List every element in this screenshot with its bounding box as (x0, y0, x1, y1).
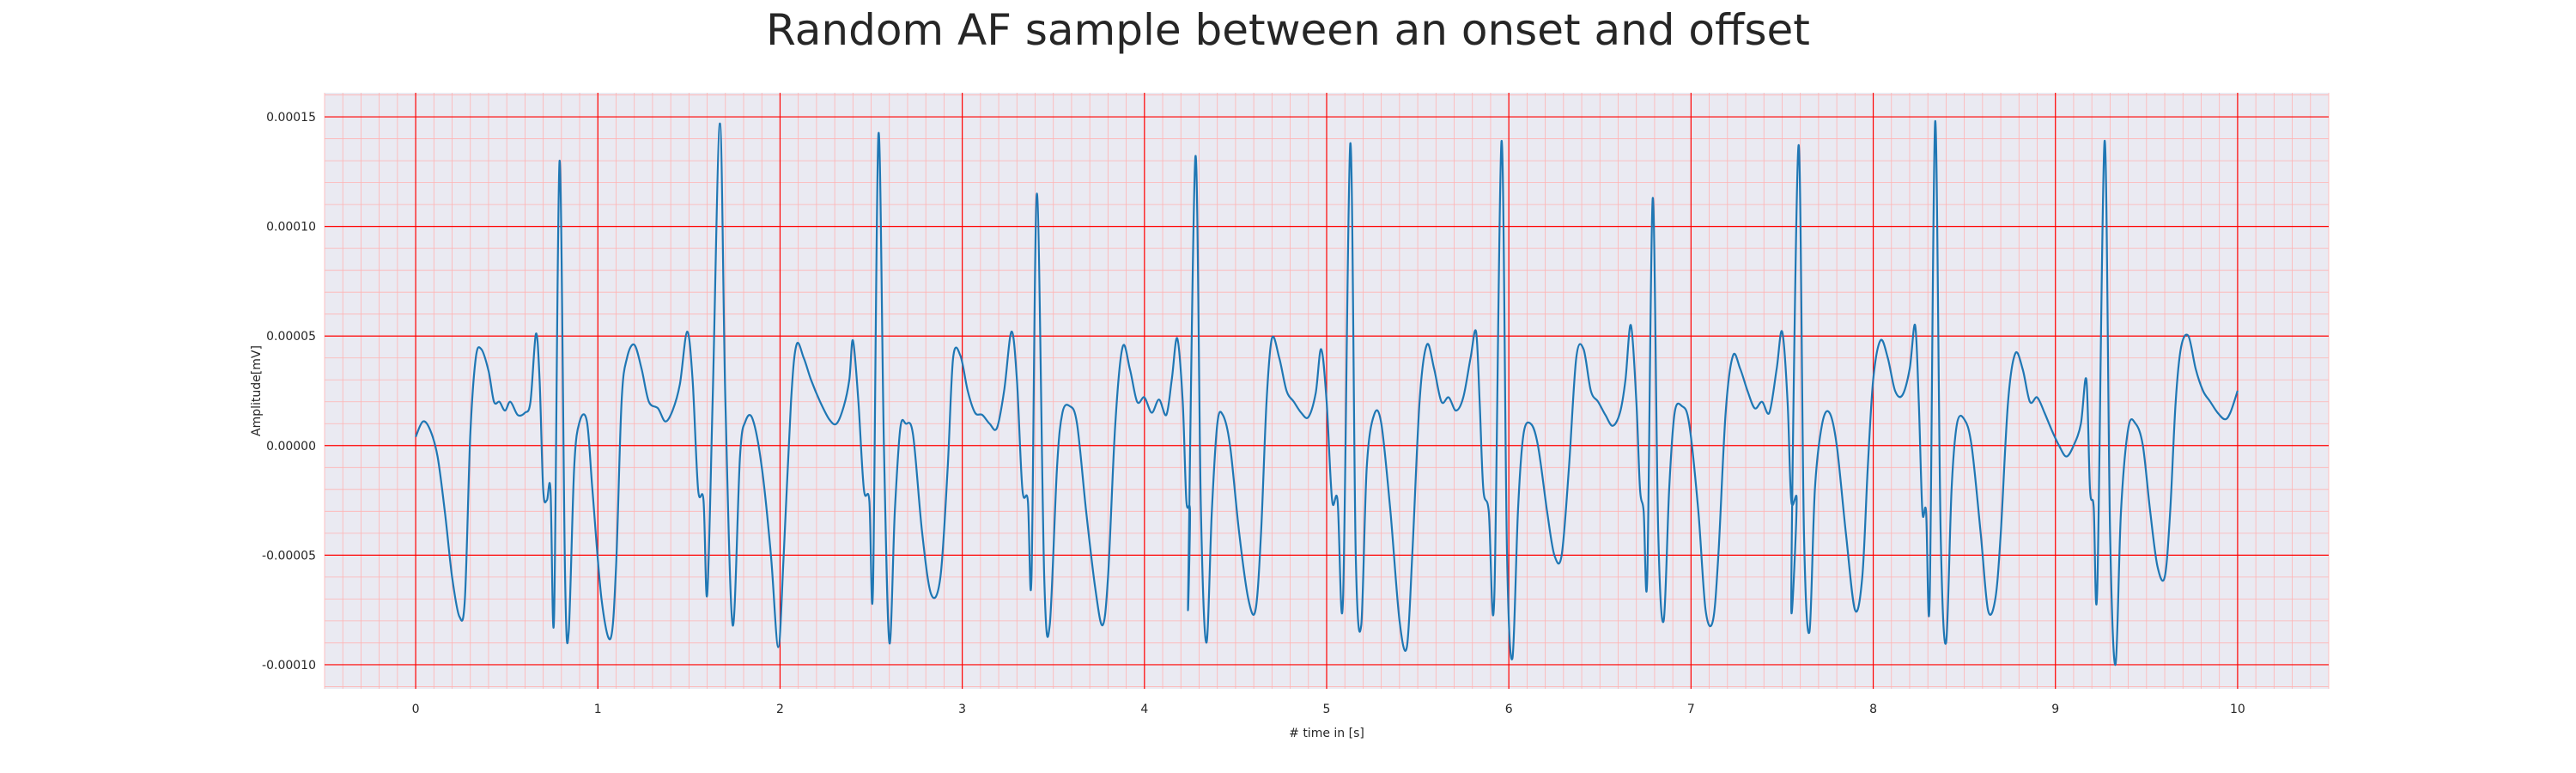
x-tick-label: 3 (958, 703, 966, 716)
y-tick-label: 0.00005 (266, 330, 316, 344)
x-tick-label: 7 (1687, 703, 1695, 716)
chart-title: Random AF sample between an onset and of… (766, 5, 1810, 55)
x-tick-label: 9 (2051, 703, 2059, 716)
x-tick-label: 10 (2230, 703, 2245, 716)
y-tick-label: 0.00015 (266, 111, 316, 125)
y-tick-label: -0.00005 (262, 549, 316, 563)
y-tick-label: 0.00010 (266, 221, 316, 234)
series-line (415, 120, 2239, 666)
x-tick-label: 5 (1323, 703, 1331, 716)
x-axis-label: # time in [s] (1289, 727, 1364, 740)
major-grid (325, 93, 2329, 689)
x-tick-label: 2 (776, 703, 784, 716)
x-tick-label: 4 (1140, 703, 1148, 716)
y-tick-label: 0.00000 (266, 440, 316, 453)
x-tick-label: 1 (594, 703, 602, 716)
y-axis-label: Amplitude[mV] (250, 345, 264, 436)
x-tick-labels: 0 1 2 3 4 5 6 7 8 9 10 (412, 703, 2245, 716)
y-tick-label: -0.00010 (262, 659, 316, 673)
x-tick-label: 6 (1505, 703, 1513, 716)
x-tick-label: 8 (1869, 703, 1877, 716)
series-layer (415, 120, 2239, 666)
x-tick-label: 0 (412, 703, 420, 716)
y-tick-labels: -0.00010 -0.00005 0.00000 0.00005 0.00010 0.0… (262, 111, 316, 673)
